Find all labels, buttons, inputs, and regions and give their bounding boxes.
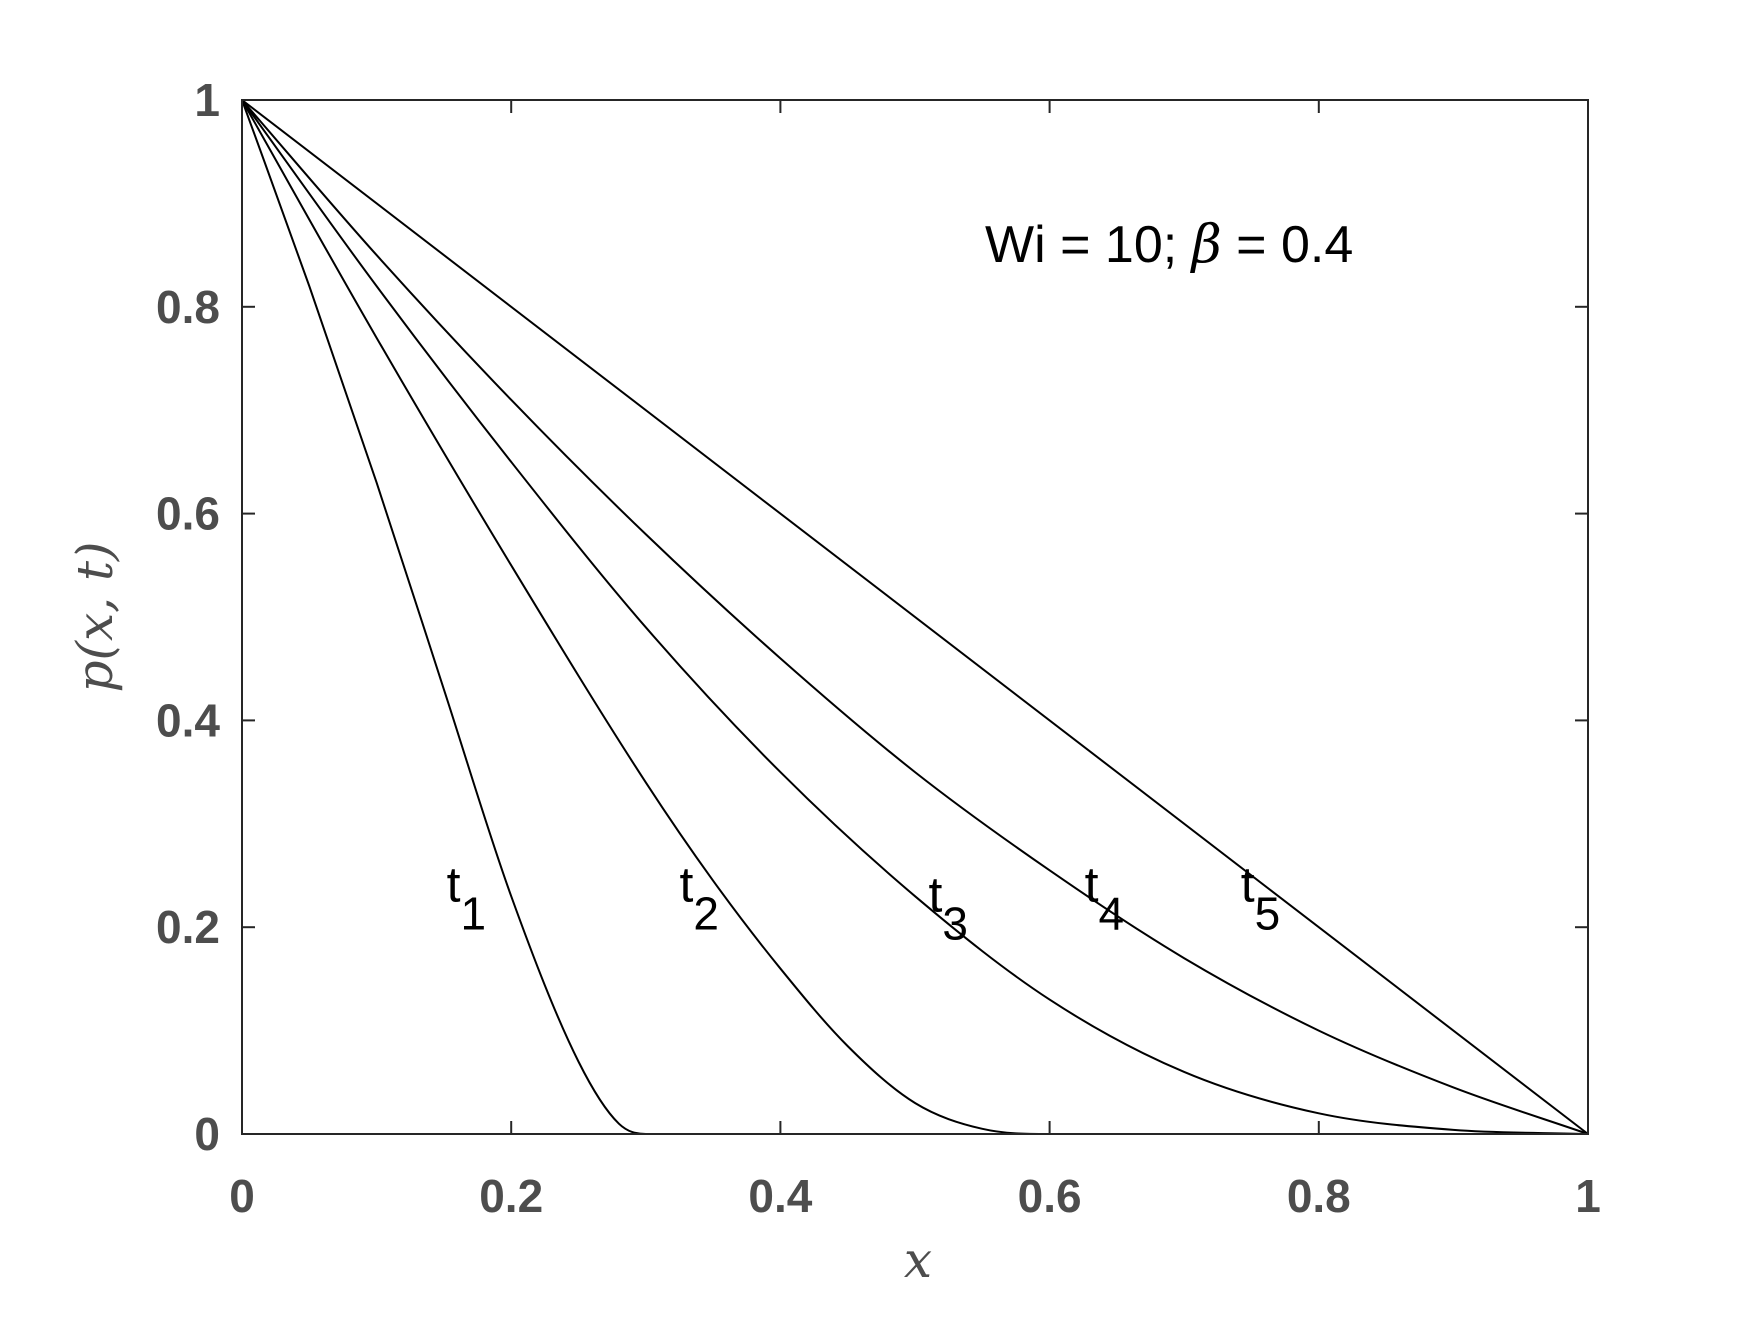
x-tick-label: 1	[1575, 1170, 1601, 1222]
series-line-t5	[241, 99, 1589, 1135]
y-tick-label: 0.8	[156, 281, 220, 333]
y-tick-label: 0.6	[156, 488, 220, 540]
x-tick-label: 0.8	[1287, 1170, 1351, 1222]
curve-label-subscript: 3	[942, 898, 968, 950]
x-tick-label: 0	[229, 1170, 255, 1222]
curves-layer	[241, 99, 1589, 1136]
series-line-t4	[241, 99, 1589, 1135]
curve-label-base: t	[928, 867, 942, 923]
curve-label-t4: t4	[1085, 856, 1125, 939]
curve-label-t3: t3	[928, 867, 968, 950]
x-axis-label: x	[904, 1231, 932, 1289]
annotation-symbol: β	[1190, 215, 1222, 275]
curve-label-base: t	[447, 856, 461, 912]
annotation: Wi = 10; β = 0.4	[985, 215, 1353, 275]
curve-label-base: t	[679, 856, 693, 912]
curve-label-base: t	[1085, 856, 1099, 912]
curve-label-subscript: 1	[460, 887, 486, 939]
annotation-prefix: Wi = 10;	[985, 216, 1192, 274]
annotation-suffix: = 0.4	[1222, 216, 1354, 274]
curve-label-subscript: 2	[693, 887, 719, 939]
y-tick-label: 0	[194, 1108, 220, 1160]
curve-label-t5: t5	[1241, 856, 1281, 939]
y-tick-label: 0.4	[156, 694, 220, 746]
x-tick-label: 0.2	[479, 1170, 543, 1222]
tick-labels-layer: 0 0.2 0.4 0.6 0.8 1 0 0.2 0.4 0.6 0.8 1	[156, 74, 1601, 1222]
x-tick-label: 0.6	[1018, 1170, 1082, 1222]
curve-label-t1: t1	[447, 856, 487, 939]
x-tick-label: 0.4	[748, 1170, 812, 1222]
plot-frame	[241, 99, 1589, 1135]
y-tick-label: 1	[194, 74, 220, 126]
curve-label-t2: t2	[679, 856, 719, 939]
curve-label-subscript: 4	[1099, 887, 1125, 939]
series-line-t3	[241, 99, 1589, 1135]
curve-label-subscript: 5	[1255, 887, 1281, 939]
y-tick-label: 0.2	[156, 901, 220, 953]
curve-label-base: t	[1241, 856, 1255, 912]
y-axis-label: p(x, t)	[66, 541, 124, 692]
